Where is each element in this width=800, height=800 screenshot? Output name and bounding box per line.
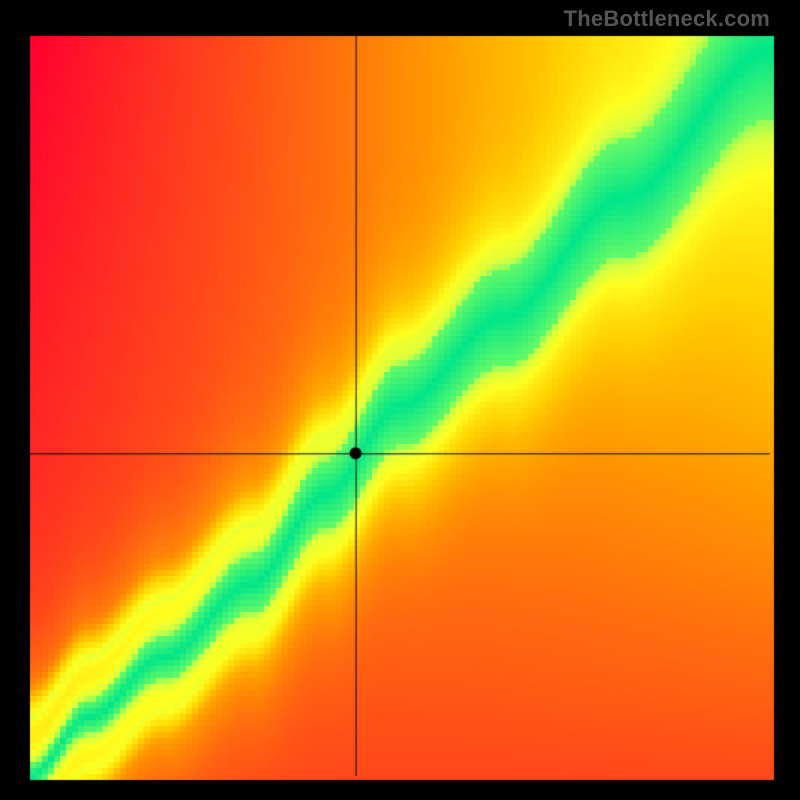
chart-container: TheBottleneck.com bbox=[0, 0, 800, 800]
heatmap-canvas bbox=[0, 0, 800, 800]
